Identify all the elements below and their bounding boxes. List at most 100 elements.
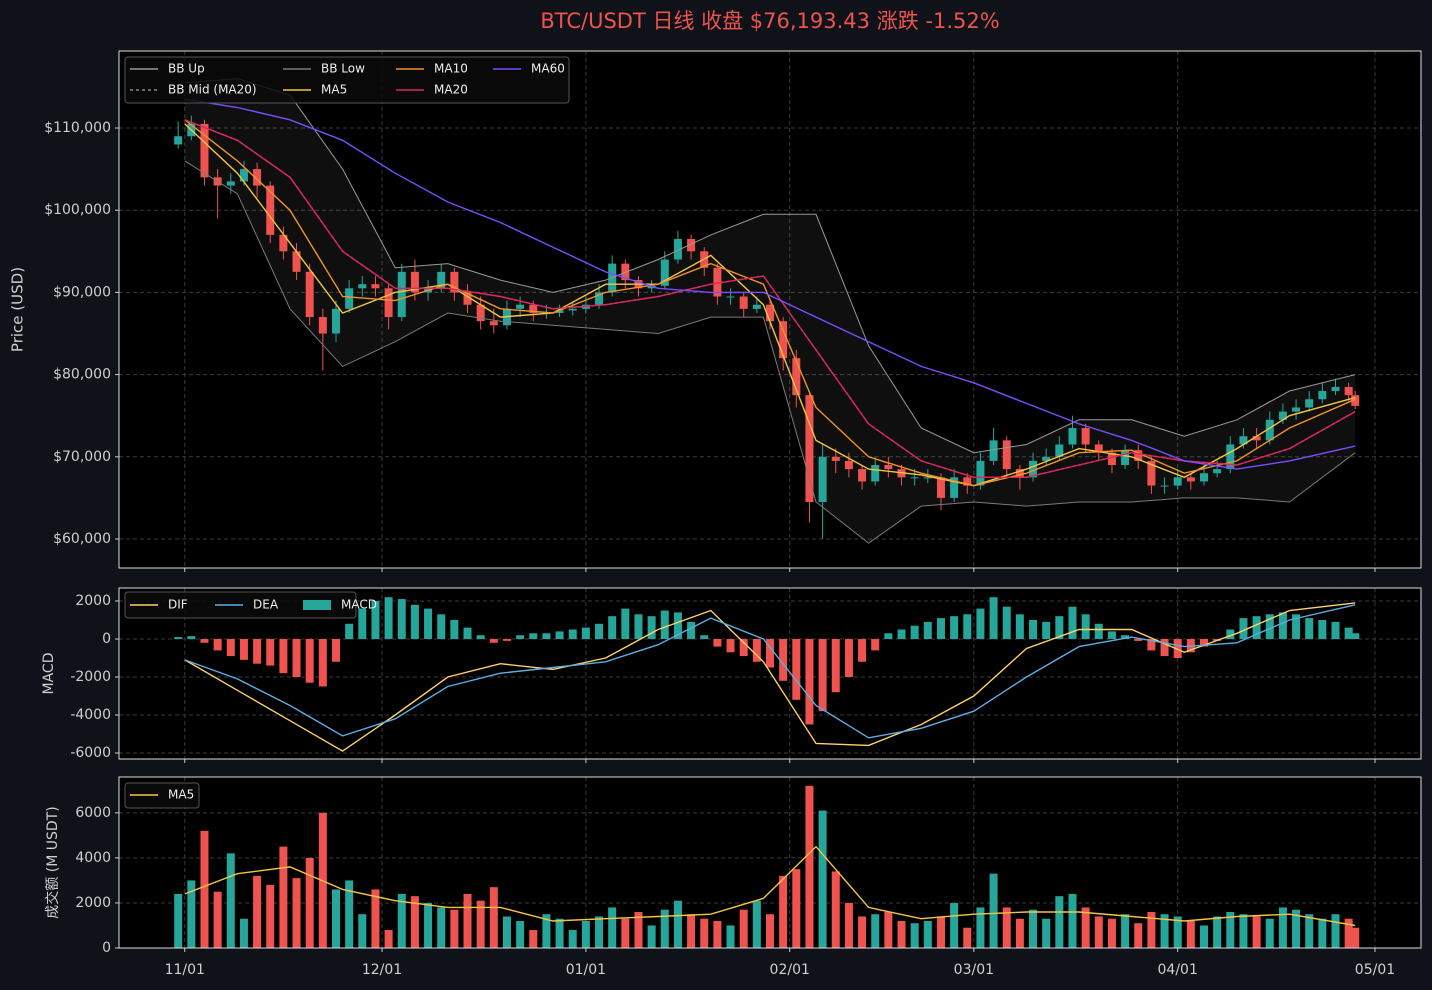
volume-bar (502, 916, 511, 948)
volume-bar (437, 907, 446, 948)
candle-body (516, 304, 525, 309)
candle-body (858, 469, 867, 482)
candle-body (805, 395, 814, 502)
candle-body (1318, 391, 1327, 400)
candle-body (463, 292, 472, 305)
candle-body (844, 460, 853, 470)
macd-bar (1147, 638, 1156, 651)
candle-body (489, 321, 498, 326)
candle-body (174, 136, 183, 145)
macd-bar (1094, 623, 1103, 639)
volume-bar (1160, 914, 1169, 948)
volume-bar (739, 909, 748, 948)
volume-bar (450, 909, 459, 948)
volume-bar (595, 916, 604, 948)
macd-bar (279, 638, 288, 674)
volume-bar (871, 914, 880, 948)
macd-bar (239, 638, 248, 660)
macd-bar (621, 608, 630, 639)
macd-bar (963, 614, 972, 639)
y-tick-label: $100,000 (44, 202, 111, 218)
macd-bar (1055, 616, 1064, 639)
macd-bar (897, 629, 906, 639)
x-tick-label: 01/01 (566, 962, 606, 978)
y-tick-label: $80,000 (53, 367, 111, 383)
volume-bar (726, 925, 735, 948)
volume-bar (1002, 907, 1011, 948)
volume-bar (463, 893, 472, 948)
macd-bar (1226, 629, 1235, 639)
macd-bar (1134, 638, 1143, 641)
series-line (184, 119, 1356, 478)
candle-body (976, 460, 985, 486)
volume-bar (884, 911, 893, 948)
series-line (184, 602, 1356, 752)
volume-bar (608, 907, 617, 948)
candle-body (766, 304, 774, 322)
macd-bar (1068, 606, 1077, 639)
volume-bar (1094, 916, 1103, 948)
volume-bar (555, 918, 564, 948)
macd-bar (371, 600, 380, 639)
y-tick-label: 0 (102, 940, 111, 956)
macd-bar (502, 638, 511, 641)
y-tick-label: -4000 (70, 707, 111, 723)
volume-bar (529, 929, 538, 948)
macd-bar (923, 621, 932, 639)
series-line (184, 119, 1356, 487)
volume-bar (1278, 907, 1287, 948)
macd-bar (884, 633, 893, 639)
macd-bar (397, 599, 406, 639)
volume-bar (976, 907, 985, 948)
legend-label: BB Mid (MA20) (168, 83, 257, 97)
volume-bar (476, 900, 485, 948)
macd-bar (1351, 633, 1360, 639)
macd-bar (989, 597, 998, 639)
candle-body (384, 288, 393, 318)
macd-bar (1278, 612, 1287, 639)
candle-body (910, 477, 919, 479)
candle-body (647, 285, 656, 289)
volume-bar (226, 853, 235, 948)
volume-bar (989, 873, 998, 948)
volume-bar (1305, 914, 1314, 948)
macd-bar (1318, 619, 1327, 639)
volume-bar (831, 871, 840, 948)
candle-body (253, 169, 262, 186)
series-line (184, 604, 1356, 739)
series-line (184, 160, 1356, 544)
macd-bar (187, 636, 196, 639)
candle-body (831, 456, 840, 461)
candle-body (292, 251, 301, 272)
candle-body (1305, 399, 1314, 408)
candle-body (1029, 460, 1038, 478)
macd-bar (200, 638, 209, 643)
candle-body (1173, 477, 1182, 486)
legend-box (124, 782, 200, 809)
macd-bar (476, 635, 485, 639)
volume-bar (1134, 923, 1143, 948)
candle-body (318, 317, 327, 334)
macd-bar (305, 638, 314, 683)
candle-body (279, 234, 288, 252)
macd-bar (844, 638, 853, 677)
macd-bar (542, 633, 551, 639)
candle-body (1239, 436, 1248, 445)
volume-bar (923, 920, 932, 948)
volume-bar (424, 902, 433, 948)
volume-bar (371, 889, 380, 948)
candle-body (1107, 452, 1116, 466)
macd-bar (1200, 638, 1208, 647)
macd-bar (1160, 638, 1169, 657)
volume-bar (1239, 914, 1248, 948)
macd-bar (253, 638, 262, 664)
y-tick-label: -6000 (70, 745, 111, 761)
volume-bar (384, 929, 393, 948)
volume-bar (844, 902, 853, 948)
legend-label: BB Up (168, 62, 205, 76)
candle-body (476, 304, 485, 322)
macd-bar (818, 638, 827, 712)
x-tick-label: 02/01 (770, 962, 810, 978)
macd-bar (292, 638, 301, 677)
